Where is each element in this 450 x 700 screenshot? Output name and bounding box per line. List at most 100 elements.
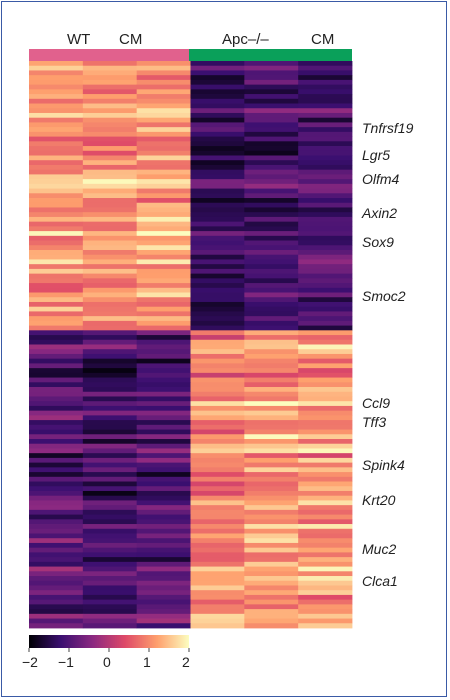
heatmap-cell — [136, 89, 191, 95]
heatmap-cell — [136, 439, 191, 445]
heatmap-cell — [244, 117, 299, 123]
heatmap-cell — [29, 94, 84, 100]
heatmap-cell — [298, 613, 353, 619]
heatmap-cell — [244, 61, 299, 67]
heatmap-cell — [190, 330, 245, 336]
heatmap-cell — [136, 585, 191, 591]
heatmap-cell — [82, 519, 138, 525]
heatmap-cell — [298, 150, 353, 156]
heatmap-cell — [298, 61, 353, 67]
heatmap-cell — [82, 396, 138, 402]
heatmap-cell — [82, 240, 138, 246]
heatmap-cell — [29, 448, 84, 454]
heatmap-cell — [244, 500, 299, 506]
heatmap-cell — [244, 207, 299, 213]
heatmap-cell — [190, 335, 245, 341]
heatmap-cell — [298, 542, 353, 549]
heatmap-cell — [82, 467, 138, 473]
heatmap-cell — [82, 155, 138, 161]
heatmap-cell — [29, 415, 84, 421]
heatmap-cell — [298, 391, 353, 397]
heatmap-cell — [298, 117, 353, 123]
heatmap-cell — [136, 65, 191, 71]
heatmap-cell — [190, 344, 245, 350]
heatmap-cell — [29, 505, 84, 511]
heatmap-cell — [29, 240, 84, 246]
group-bar-wt — [29, 49, 189, 61]
heatmap-cell — [244, 259, 299, 265]
heatmap-cell — [136, 538, 191, 544]
heatmap-cell — [244, 476, 299, 482]
heatmap-cell — [190, 443, 245, 449]
heatmap-cell — [244, 278, 299, 284]
heatmap-cell — [190, 254, 245, 260]
gene-label-ccl9: Ccl9 — [362, 395, 391, 411]
heatmap-cell — [244, 613, 299, 619]
heatmap-cell — [82, 216, 138, 223]
heatmap-cell — [82, 306, 138, 312]
heatmap-cell — [136, 325, 191, 331]
heatmap-cell — [244, 283, 299, 289]
heatmap-cell — [298, 155, 353, 161]
heatmap-cell — [29, 193, 84, 199]
heatmap-cell — [82, 287, 138, 293]
heatmap-cell — [298, 79, 353, 86]
heatmap-cell — [29, 221, 84, 227]
heatmap-cell — [190, 94, 245, 100]
heatmap-cell — [190, 169, 245, 175]
heatmap-cell — [244, 344, 299, 350]
heatmap-cell — [29, 443, 84, 449]
heatmap-cell — [190, 164, 245, 171]
heatmap-cell — [29, 131, 84, 138]
heatmap-cell — [29, 320, 84, 327]
heatmap-cell — [136, 434, 191, 440]
heatmap-cell — [29, 462, 84, 468]
heatmap-cell — [244, 325, 299, 331]
heatmap-cell — [244, 150, 299, 156]
heatmap-cell — [136, 240, 191, 246]
heatmap-cell — [29, 287, 84, 293]
heatmap-cell — [298, 457, 353, 464]
gene-label-sox9: Sox9 — [362, 234, 394, 250]
heatmap-cell — [136, 533, 191, 539]
heatmap-cell — [298, 396, 353, 402]
heatmap-cell — [244, 70, 299, 76]
heatmap-cell — [29, 500, 84, 506]
heatmap-cell — [190, 287, 245, 293]
heatmap-cell — [29, 283, 84, 289]
heatmap-cell — [244, 292, 299, 298]
heatmap-cell — [29, 377, 84, 383]
heatmap-cell — [29, 514, 84, 520]
heatmap-cell — [190, 353, 245, 360]
heatmap-cell — [298, 169, 353, 175]
heatmap-cell — [244, 335, 299, 341]
heatmap-cell — [136, 146, 191, 152]
heatmap-cell — [244, 212, 299, 218]
heatmap-cell — [298, 84, 353, 90]
heatmap-cell — [82, 561, 138, 567]
heatmap-cell — [136, 136, 191, 142]
heatmap-cell — [244, 415, 299, 421]
heatmap-cell — [190, 65, 245, 71]
heatmap-cell — [298, 524, 353, 530]
heatmap-cell — [244, 618, 299, 624]
gene-label-krt20: Krt20 — [362, 492, 396, 508]
heatmap-cell — [82, 623, 138, 629]
heatmap-cell — [244, 594, 299, 601]
heatmap-cell — [244, 183, 299, 189]
heatmap-cell — [298, 429, 353, 435]
heatmap-cell — [298, 467, 353, 473]
heatmap-cell — [29, 344, 84, 350]
heatmap-cell — [190, 122, 245, 128]
heatmap-cell — [190, 453, 245, 459]
heatmap-cell — [298, 472, 353, 478]
heatmap-cell — [29, 273, 84, 279]
heatmap-cell — [29, 618, 84, 624]
heatmap-cell — [190, 401, 245, 407]
heatmap-cell — [190, 231, 245, 237]
heatmap-cell — [136, 481, 191, 487]
heatmap-cell — [82, 443, 138, 449]
heatmap-cell — [190, 509, 245, 515]
heatmap-cell — [190, 528, 245, 534]
